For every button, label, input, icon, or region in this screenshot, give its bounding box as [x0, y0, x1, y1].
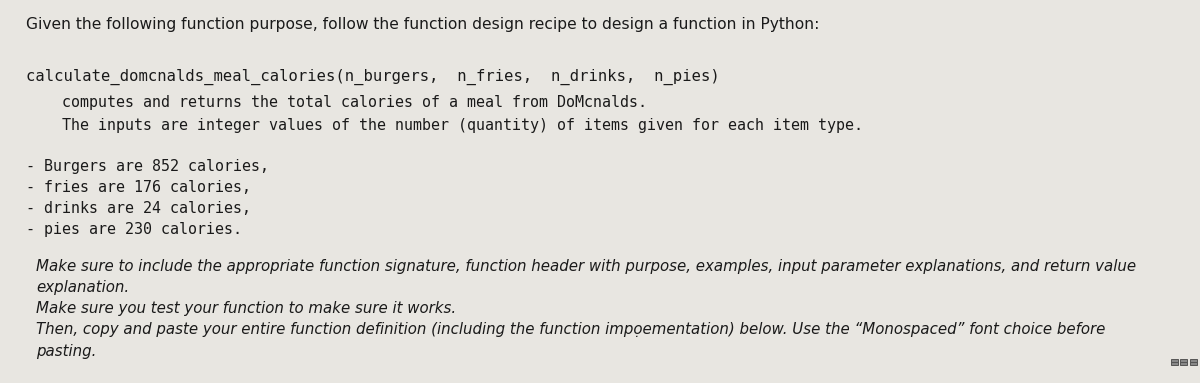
Bar — [1190, 362, 1198, 365]
Text: explanation.: explanation. — [36, 280, 130, 295]
Text: - Burgers are 852 calories,: - Burgers are 852 calories, — [26, 159, 269, 174]
Bar — [1171, 362, 1178, 365]
Text: Given the following function purpose, follow the function design recipe to desig: Given the following function purpose, fo… — [26, 17, 820, 32]
Text: pasting.: pasting. — [36, 344, 96, 358]
Text: The inputs are integer values of the number (quantity) of items given for each i: The inputs are integer values of the num… — [26, 118, 864, 133]
Bar — [1190, 359, 1198, 362]
Text: - pies are 230 calories.: - pies are 230 calories. — [26, 222, 242, 237]
Text: computes and returns the total calories of a meal from DoMcnalds.: computes and returns the total calories … — [26, 95, 648, 110]
Bar — [1171, 359, 1178, 362]
Text: Make sure you test your function to make sure it works.: Make sure you test your function to make… — [36, 301, 456, 316]
Text: Then, copy and paste your entire function definition (including the function imp: Then, copy and paste your entire functio… — [36, 322, 1105, 337]
Bar — [1181, 359, 1188, 362]
Text: Make sure to include the appropriate function signature, function header with pu: Make sure to include the appropriate fun… — [36, 259, 1136, 273]
Bar — [1181, 362, 1188, 365]
Text: calculate_domcnalds_meal_calories(n_burgers,  n_fries,  n_drinks,  n_pies): calculate_domcnalds_meal_calories(n_burg… — [26, 69, 720, 85]
Text: - drinks are 24 calories,: - drinks are 24 calories, — [26, 201, 252, 216]
Text: - fries are 176 calories,: - fries are 176 calories, — [26, 180, 252, 195]
